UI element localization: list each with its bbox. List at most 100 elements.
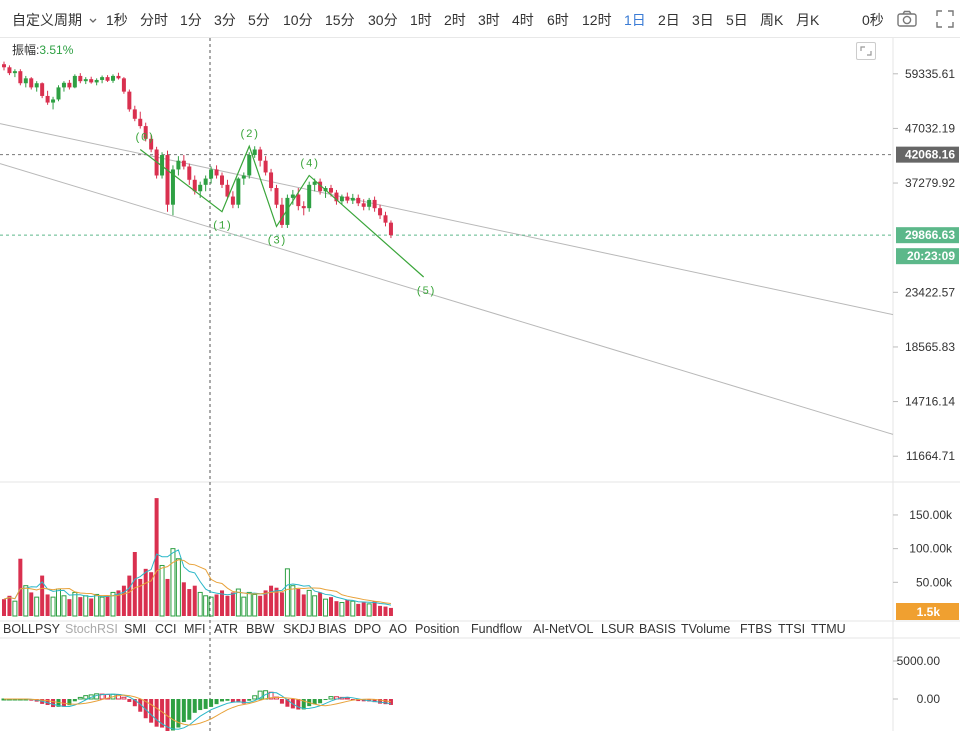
indicator-tab-12[interactable]: Position <box>415 622 460 636</box>
volume-bar-40 <box>220 590 224 616</box>
indicator-tab-1[interactable]: PSY <box>35 622 61 636</box>
timeframe-1[interactable]: 分时 <box>140 12 168 28</box>
indicator-tab-11[interactable]: AO <box>389 622 408 636</box>
timeframe-15[interactable]: 2日 <box>658 12 680 28</box>
timeframe-11[interactable]: 4时 <box>512 12 534 28</box>
indicator-tab-8[interactable]: SKDJ <box>283 622 315 636</box>
timeframe-16[interactable]: 3日 <box>692 12 714 28</box>
candle-body-53 <box>290 194 295 198</box>
osc-bar-60 <box>328 696 334 700</box>
osc-bar-33 <box>181 699 186 723</box>
osc-bar-47 <box>257 690 263 700</box>
timeframe-8[interactable]: 1时 <box>410 12 432 28</box>
indicator-tab-6[interactable]: ATR <box>214 622 239 636</box>
candle-body-5 <box>29 78 34 88</box>
timeframe-9[interactable]: 2时 <box>444 12 466 28</box>
indicator-tab-3[interactable]: SMI <box>124 622 147 636</box>
volume-bar-67 <box>366 603 372 617</box>
candle-body-33 <box>181 160 186 167</box>
indicator-tab-2[interactable]: StochRSI <box>65 622 118 636</box>
volume-bar-64 <box>350 600 356 617</box>
candle-body-0 <box>2 64 6 68</box>
wave-label-0: (0) <box>134 132 154 144</box>
timeframe-13[interactable]: 12时 <box>582 12 612 28</box>
expand-chart-button[interactable] <box>856 42 876 60</box>
volume-bar-52 <box>284 568 290 617</box>
timeframe-12[interactable]: 6时 <box>547 12 569 28</box>
indicator-tab-4[interactable]: CCI <box>155 622 177 636</box>
candle-body-10 <box>56 87 61 100</box>
timeframe-18[interactable]: 周K <box>760 12 784 28</box>
timeframe-6[interactable]: 15分 <box>325 12 355 28</box>
current-price-tag: 42068.16 <box>905 148 955 162</box>
candle-body-67 <box>367 199 372 207</box>
osc-line-slow <box>4 694 392 726</box>
osc-bar-31 <box>170 699 175 731</box>
candle-body-1 <box>7 67 12 74</box>
osc-bar-45 <box>247 699 252 701</box>
volume-bar-43 <box>235 588 241 617</box>
fullscreen-icon[interactable] <box>934 8 956 30</box>
candle-body-52 <box>285 197 290 225</box>
camera-icon[interactable] <box>896 8 918 30</box>
indicator-tab-18[interactable]: FTBS <box>740 622 772 636</box>
trendline-lower <box>0 163 894 435</box>
volume-bar-63 <box>345 599 350 616</box>
osc-bar-37 <box>203 699 208 709</box>
volume-label-0: 150.00k <box>909 508 953 522</box>
timeframe-17[interactable]: 5日 <box>726 12 748 28</box>
timeframe-0[interactable]: 1秒 <box>106 12 128 28</box>
custom-period-dropdown[interactable]: 自定义周期 <box>12 10 98 30</box>
candle-body-45 <box>247 155 252 176</box>
indicator-tab-14[interactable]: AI-NetVOL <box>533 622 594 636</box>
volume-bar-3 <box>18 558 23 616</box>
candle-body-11 <box>61 82 66 88</box>
timeframe-5[interactable]: 10分 <box>283 12 313 28</box>
volume-bar-23 <box>127 575 132 616</box>
candle-body-38 <box>209 169 214 179</box>
timeframe-2[interactable]: 1分 <box>180 12 202 28</box>
wave-label-5: (5) <box>416 286 436 298</box>
volume-bar-69 <box>378 605 383 616</box>
indicator-tab-20[interactable]: TTMU <box>811 622 846 636</box>
volume-bar-11 <box>61 595 67 617</box>
timeframe-7[interactable]: 30分 <box>368 12 398 28</box>
indicator-tab-19[interactable]: TTSI <box>778 622 806 636</box>
volume-bar-71 <box>388 607 393 616</box>
indicator-tab-7[interactable]: BBW <box>246 622 275 636</box>
volume-bar-24 <box>132 552 137 616</box>
indicator-tab-10[interactable]: DPO <box>354 622 382 636</box>
osc-bar-23 <box>127 699 132 702</box>
volume-bar-46 <box>252 593 258 617</box>
volume-bar-27 <box>149 572 154 616</box>
timeframe-4[interactable]: 5分 <box>248 12 270 28</box>
timeframe-14[interactable]: 1日 <box>624 12 646 28</box>
volume-bar-45 <box>246 591 252 617</box>
timeframe-19[interactable]: 月K <box>796 12 820 28</box>
indicator-tab-13[interactable]: Fundflow <box>471 622 522 636</box>
timeframe-10[interactable]: 3时 <box>478 12 500 28</box>
indicator-tab-0[interactable]: BOLL <box>3 622 35 636</box>
indicator-tab-5[interactable]: MFI <box>184 622 206 636</box>
amplitude-value: 3.51% <box>39 43 74 57</box>
osc-bar-14 <box>77 696 83 700</box>
volume-bar-65 <box>356 603 361 616</box>
timeframe-3[interactable]: 3分 <box>214 12 236 28</box>
volume-bar-2 <box>12 600 18 617</box>
candle-body-63 <box>345 196 350 201</box>
osc-bar-71 <box>388 699 393 705</box>
indicator-tab-16[interactable]: BASIS <box>639 622 676 636</box>
indicator-tab-17[interactable]: TVolume <box>681 622 731 636</box>
candle-body-19 <box>105 77 110 81</box>
chart-area[interactable]: 59335.61 47032.19 37279.92 23422.57 18565.83… <box>0 38 960 731</box>
price-label-6: 11664.71 <box>906 449 955 463</box>
toolbar: 自定义周期 1秒 分时 1分 3分 5分 10分 15分 30分 1时 2时 3时 4时 6时 12时 1日… <box>0 0 960 38</box>
osc-label-1: 0.00 <box>917 692 941 706</box>
candle-body-56 <box>307 184 312 209</box>
candle-body-26 <box>143 126 148 139</box>
volume-bar-30 <box>165 578 170 616</box>
indicator-tab-15[interactable]: LSUR <box>601 622 635 636</box>
osc-bar-70 <box>383 699 388 705</box>
indicator-tab-9[interactable]: BIAS <box>318 622 347 636</box>
candle-body-37 <box>203 178 208 185</box>
